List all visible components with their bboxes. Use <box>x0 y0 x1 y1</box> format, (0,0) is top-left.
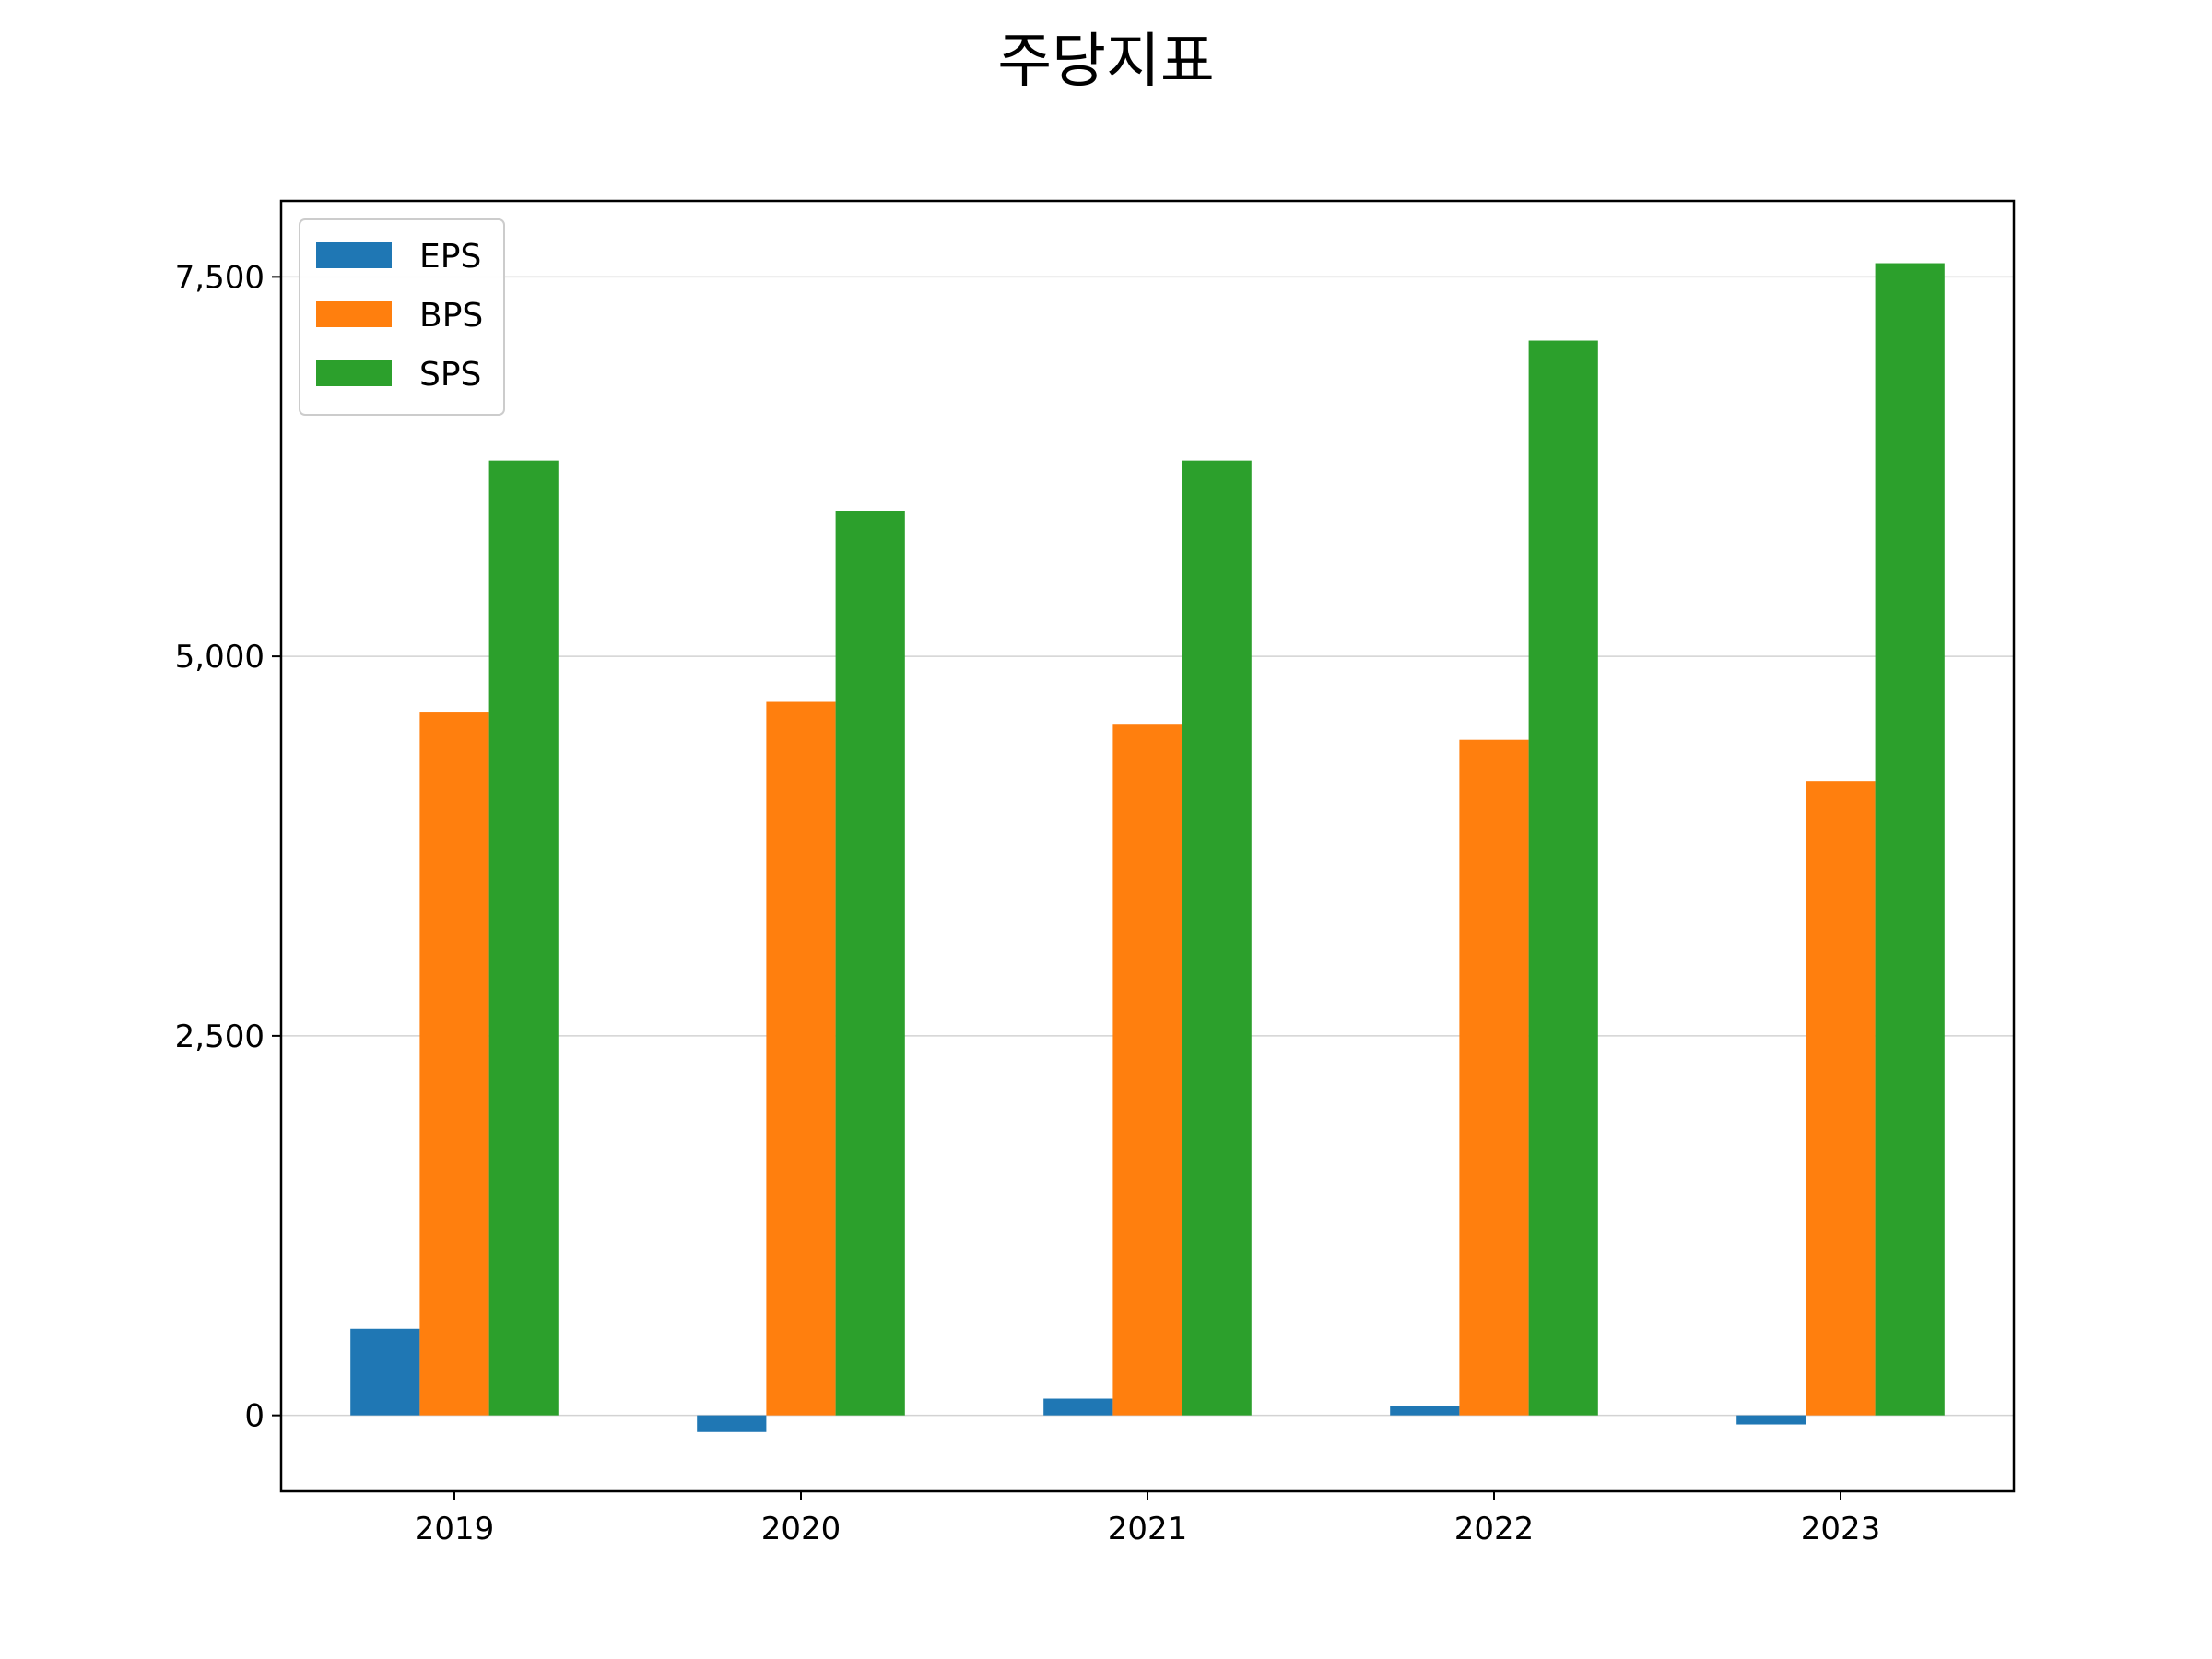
bar-bps-2019 <box>419 712 489 1416</box>
x-tick-label: 2021 <box>1108 1511 1188 1547</box>
bar-bps-2020 <box>766 701 836 1416</box>
bar-bps-2022 <box>1459 739 1529 1416</box>
x-tick-label: 2022 <box>1454 1511 1535 1547</box>
x-axis: 2019 2020 2021 2022 2023 <box>415 1491 1881 1547</box>
legend-swatch-eps <box>316 242 392 268</box>
x-tick-label: 2020 <box>761 1511 841 1547</box>
bar-bps-2023 <box>1806 781 1876 1416</box>
bar-sps-2019 <box>488 460 559 1416</box>
bar-eps-2021 <box>1043 1398 1113 1416</box>
y-tick-label: 0 <box>244 1398 265 1435</box>
x-tick-label: 2019 <box>415 1511 495 1547</box>
bar-eps-2023 <box>1736 1415 1806 1425</box>
legend-swatch-bps <box>316 301 392 327</box>
legend: EPS BPS SPS <box>299 218 505 416</box>
bar-bps-2021 <box>1112 724 1182 1416</box>
bar-sps-2022 <box>1528 340 1598 1416</box>
bar-eps-2020 <box>697 1415 767 1432</box>
y-tick-label: 7,500 <box>175 259 265 296</box>
bar-eps-2019 <box>350 1328 420 1416</box>
bar-eps-2022 <box>1390 1406 1460 1416</box>
x-tick-label: 2023 <box>1801 1511 1881 1547</box>
bar-sps-2021 <box>1182 460 1252 1416</box>
y-axis: 0 2,500 5,000 7,500 <box>175 259 281 1435</box>
legend-label-sps: SPS <box>419 356 481 394</box>
bar-sps-2020 <box>835 511 905 1416</box>
bars <box>350 263 1945 1432</box>
y-tick-label: 5,000 <box>175 639 265 676</box>
legend-label-bps: BPS <box>419 297 483 335</box>
y-tick-label: 2,500 <box>175 1018 265 1055</box>
chart-title: 주당지표 <box>997 28 1215 96</box>
legend-swatch-sps <box>316 360 392 386</box>
legend-label-eps: EPS <box>419 238 481 276</box>
bar-sps-2023 <box>1875 263 1945 1416</box>
